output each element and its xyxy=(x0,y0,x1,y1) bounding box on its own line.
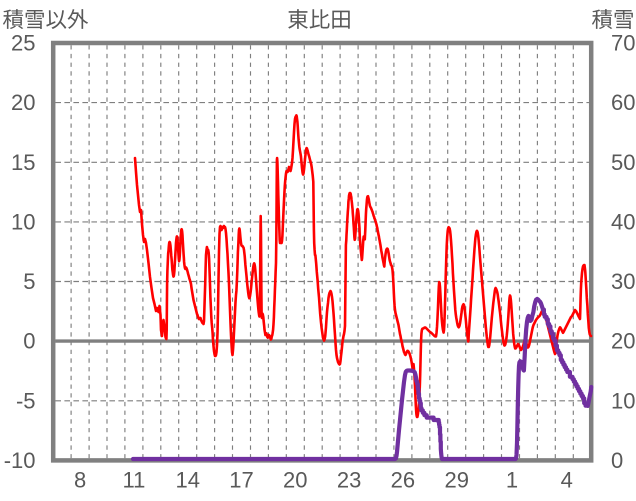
svg-text:60: 60 xyxy=(611,90,635,115)
svg-text:0: 0 xyxy=(611,448,623,473)
svg-text:8: 8 xyxy=(74,468,86,493)
svg-text:15: 15 xyxy=(11,150,35,175)
svg-text:23: 23 xyxy=(337,468,361,493)
svg-text:40: 40 xyxy=(611,209,635,234)
svg-text:-10: -10 xyxy=(4,448,36,473)
svg-text:11: 11 xyxy=(122,468,145,493)
svg-text:14: 14 xyxy=(175,468,199,493)
svg-text:0: 0 xyxy=(23,329,35,354)
svg-text:70: 70 xyxy=(611,31,635,56)
svg-text:20: 20 xyxy=(283,468,307,493)
svg-text:26: 26 xyxy=(391,468,415,493)
svg-text:4: 4 xyxy=(561,468,573,493)
svg-text:5: 5 xyxy=(23,269,35,294)
svg-text:1: 1 xyxy=(506,468,518,493)
svg-text:30: 30 xyxy=(611,269,635,294)
svg-text:29: 29 xyxy=(444,468,468,493)
svg-text:-5: -5 xyxy=(16,388,36,413)
svg-text:10: 10 xyxy=(11,209,35,234)
svg-text:20: 20 xyxy=(611,329,635,354)
svg-text:25: 25 xyxy=(11,31,35,56)
svg-text:17: 17 xyxy=(229,468,253,493)
svg-text:20: 20 xyxy=(11,90,35,115)
svg-text:10: 10 xyxy=(611,388,635,413)
svg-text:50: 50 xyxy=(611,150,635,175)
